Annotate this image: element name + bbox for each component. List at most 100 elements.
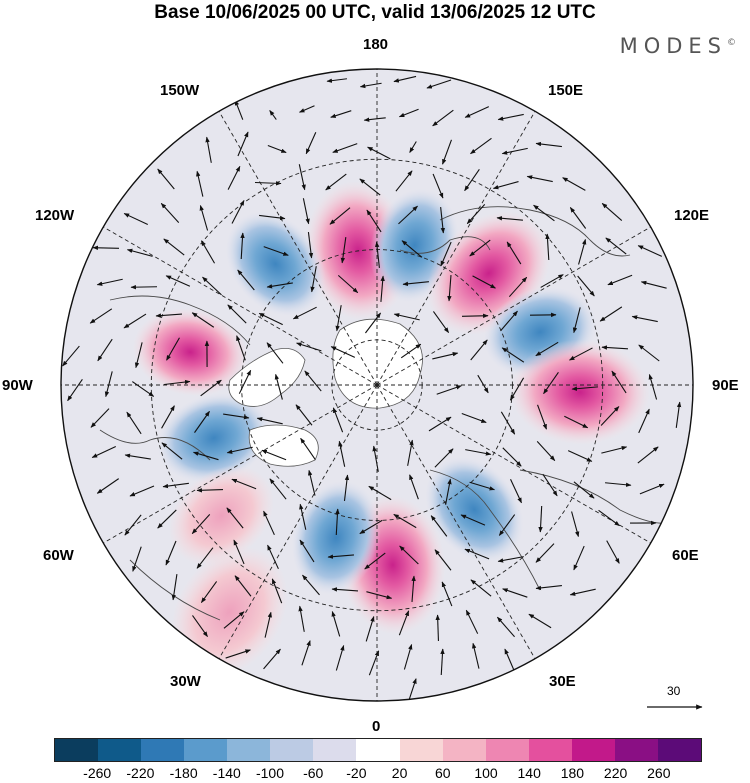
colorbar-tick-label: -20 [346, 765, 367, 781]
lon-label-90w: 90W [2, 377, 33, 394]
wind-arrow [599, 306, 623, 322]
wind-arrow [498, 514, 516, 536]
wind-arrow [573, 481, 595, 499]
wind-arrow [445, 478, 452, 505]
wind-arrow [571, 511, 580, 538]
wind-arrow [307, 232, 314, 259]
colorbar-swatch [614, 739, 658, 761]
colorbar-tick-label: -100 [255, 765, 285, 781]
wind-arrow [441, 581, 453, 607]
wind-arrow [567, 450, 593, 462]
wind-arrow [535, 141, 562, 148]
wind-arrow [496, 216, 523, 221]
meridian-line [376, 226, 651, 386]
wind-arrow [569, 347, 593, 361]
wind-arrow [305, 132, 317, 155]
wind-arrow [542, 473, 558, 497]
wind-arrow [340, 237, 347, 264]
wind-arrow [161, 405, 175, 429]
wind-arrow [470, 579, 492, 597]
positive-anomaly [171, 546, 288, 678]
wind-arrow [434, 448, 454, 468]
polar-stereographic-map [60, 68, 694, 702]
wind-arrow [601, 203, 623, 221]
wind-arrow [638, 344, 660, 362]
wind-arrow [237, 131, 249, 157]
wind-arrow [434, 549, 452, 571]
meridian-line [103, 384, 378, 544]
wind-arrow [97, 338, 113, 362]
wind-arrow [304, 370, 322, 392]
colorbar-swatch [55, 739, 99, 761]
wind-arrow [509, 377, 525, 401]
wind-arrow [331, 611, 341, 637]
wind-arrow [601, 445, 628, 454]
colorbar-tick-label: -260 [83, 765, 112, 781]
wind-arrow [329, 207, 351, 225]
wind-arrow [440, 241, 452, 267]
wind-arrow [502, 588, 528, 598]
map-field [61, 69, 693, 701]
wind-arrow [506, 241, 522, 265]
wind-arrow [338, 440, 346, 467]
wind-arrow [302, 574, 320, 596]
wind-arrow [469, 481, 495, 491]
wind-arrow [161, 442, 183, 460]
wind-arrow [501, 347, 525, 363]
wind-arrow [648, 373, 658, 400]
wind-arrow [569, 207, 587, 229]
wind-arrow [607, 274, 633, 286]
negative-anomaly [157, 392, 271, 484]
wind-arrow [638, 408, 650, 434]
wind-arrow [205, 136, 212, 163]
wind-arrow [330, 110, 352, 118]
wind-arrow [236, 335, 246, 361]
wind-arrow [164, 379, 191, 386]
wind-arrow [447, 274, 452, 302]
meridian-line [376, 111, 536, 386]
wind-arrow [225, 649, 251, 659]
lon-label-30e: 30E [549, 673, 576, 690]
colorbar-swatch [141, 739, 185, 761]
wind-arrow [331, 587, 359, 592]
wind-arrow [501, 147, 528, 155]
wind-arrow [537, 404, 547, 430]
wind-arrow [231, 199, 245, 224]
wind-arrow [432, 173, 444, 199]
wind-arrow [302, 198, 310, 225]
wind-arrow [266, 342, 284, 364]
wind-arrow [401, 240, 423, 258]
wind-arrow [605, 482, 632, 487]
wind-arrow [192, 615, 208, 638]
wind-arrow [393, 313, 420, 321]
map-boundary [60, 68, 694, 702]
coastlines [99, 206, 681, 621]
wind-arrow [165, 540, 177, 566]
wind-arrow [264, 611, 272, 638]
wind-arrow [368, 650, 380, 676]
colorbar-tick-label: 20 [391, 765, 408, 781]
wind-arrow [166, 337, 180, 361]
wind-arrow [163, 238, 185, 256]
wind-arrow [403, 643, 413, 670]
wind-arrow [269, 478, 287, 500]
wind-arrow [504, 648, 516, 674]
wind-arrow [538, 505, 543, 533]
wind-arrow [409, 474, 419, 500]
wind-arrow [300, 437, 316, 461]
wind-arrow [368, 485, 392, 501]
wind-arrow [337, 274, 359, 294]
wind-arrow [263, 648, 281, 670]
positive-anomaly [168, 465, 274, 566]
wind-arrow [564, 415, 589, 429]
negative-anomaly [291, 480, 381, 595]
colorbar-swatch [184, 739, 228, 761]
meridian-line [218, 384, 378, 659]
wind-arrow [426, 79, 452, 89]
wind-arrow [126, 411, 142, 435]
canadian-archipelago [228, 347, 306, 407]
wind-arrow [267, 544, 279, 570]
wind-arrow [89, 308, 113, 324]
wind-arrow [428, 416, 452, 432]
wind-arrow [500, 411, 516, 435]
